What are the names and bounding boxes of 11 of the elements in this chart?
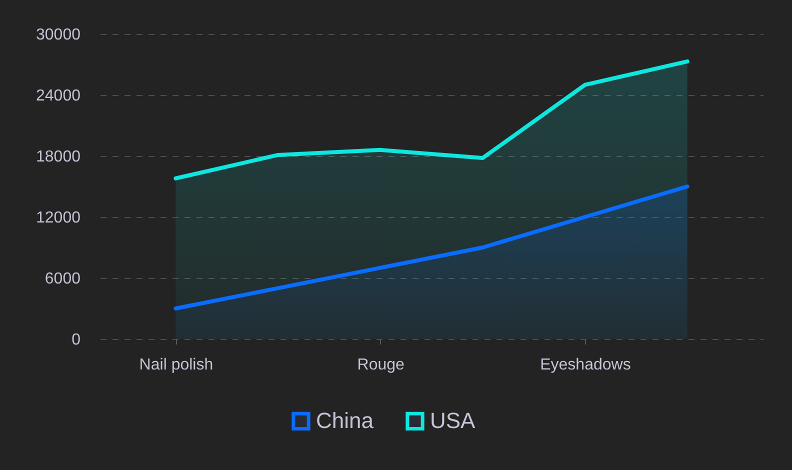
y-tick-label: 18000 <box>36 148 81 166</box>
y-tick-label: 30000 <box>36 26 81 44</box>
x-tick-label: Rouge <box>357 356 405 374</box>
y-tick-label: 12000 <box>36 210 81 226</box>
legend-label: China <box>316 408 374 434</box>
x-tick-label: Eyeshadows <box>540 356 631 374</box>
y-tick-label: 24000 <box>36 88 81 104</box>
x-tick-label: Nail polish <box>139 356 214 374</box>
y-tick-label: 0 <box>72 332 81 348</box>
y-tick-label: 6000 <box>44 270 81 288</box>
legend-label: USA <box>430 408 476 434</box>
